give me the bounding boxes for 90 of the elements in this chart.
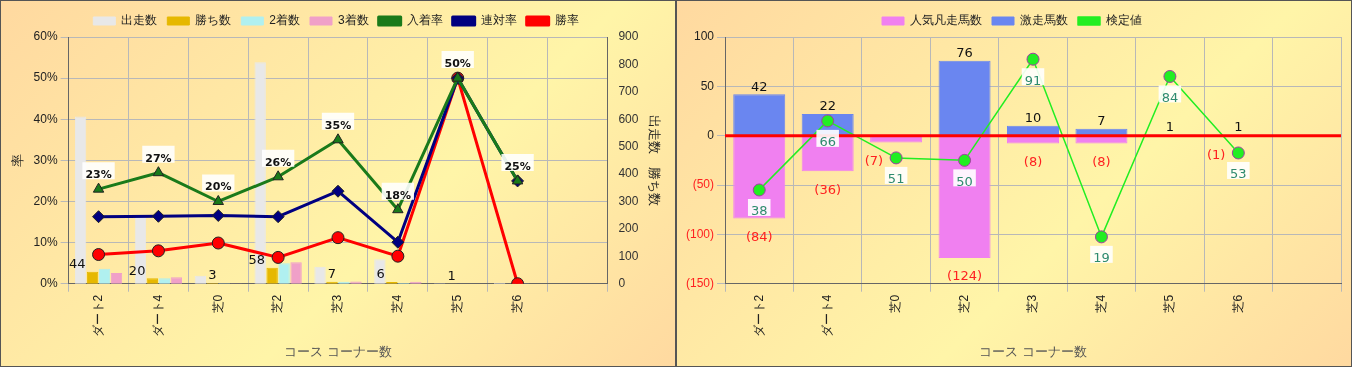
legend-label: 人気凡走馬数 — [910, 13, 982, 28]
data-label: 53 — [1230, 166, 1247, 182]
y2-tick-label: 300 — [618, 193, 639, 208]
legend-label: 検定値 — [1106, 13, 1142, 28]
x-tick-label: 芝0 — [888, 294, 903, 314]
data-label: 1 — [447, 267, 456, 283]
x-axis-title: コース コーナー数 — [284, 343, 392, 359]
legend-label: 勝ち数 — [195, 13, 232, 28]
x-tick-label: ダート2 — [751, 294, 766, 338]
x-tick-label: 芝0 — [210, 294, 225, 314]
y-tick-label: (50) — [692, 177, 715, 192]
x-tick-label: 芝5 — [450, 294, 465, 314]
y-tick-label: (100) — [686, 226, 715, 241]
x-tick-label: 芝5 — [1162, 294, 1177, 314]
y2-tick-label: 400 — [618, 166, 639, 181]
y2-tick-label: 800 — [618, 56, 639, 71]
y-tick-label: 100 — [693, 29, 715, 44]
data-label: 20% — [205, 180, 232, 194]
y-axis-title: 率 — [10, 153, 26, 167]
y-tick-label: 60% — [33, 29, 58, 44]
data-label: 3 — [208, 267, 217, 283]
legend-label: 3着数 — [338, 13, 369, 28]
x-tick-label: ダート2 — [90, 294, 105, 338]
legend-label: 激走馬数 — [1020, 13, 1068, 28]
x-tick-label: 芝3 — [330, 294, 345, 314]
y2-tick-label: 100 — [618, 248, 639, 263]
y2-axis-title: 出走数 勝ち数 — [646, 114, 662, 206]
legend-label: 入着率 — [406, 13, 443, 28]
y-tick-label: 20% — [33, 193, 58, 208]
x-tick-label: 芝3 — [1025, 294, 1040, 314]
data-label: 38 — [750, 203, 768, 219]
legend-label: 2着数 — [269, 13, 301, 28]
data-label: 58 — [248, 252, 266, 268]
legend-label: 連対率 — [480, 13, 517, 28]
x-tick-label: 芝2 — [956, 294, 971, 314]
data-label: 76 — [956, 45, 973, 61]
y-tick-label: 30% — [33, 152, 58, 167]
y-tick-label: 0 — [707, 128, 715, 142]
x-tick-label: 芝4 — [1093, 294, 1108, 314]
y-tick-label: 50 — [700, 78, 715, 93]
y-tick-label: 10% — [33, 234, 58, 249]
data-label: 35% — [324, 118, 352, 132]
y2-tick-label: 200 — [618, 221, 639, 236]
x-tick-label: ダート4 — [150, 294, 165, 338]
data-label: (1) — [1206, 147, 1226, 163]
data-label: 6 — [376, 266, 385, 282]
data-label: 25% — [504, 159, 531, 173]
data-label: 26% — [264, 155, 292, 169]
data-label: 1 — [1234, 119, 1243, 135]
data-label: 20 — [128, 262, 146, 278]
data-label: 23% — [85, 168, 112, 182]
data-label: (8) — [1092, 153, 1111, 169]
y2-tick-label: 700 — [618, 84, 639, 99]
data-label: 7 — [1097, 113, 1106, 129]
legend-label: 出走数 — [121, 13, 158, 28]
data-label: 50% — [444, 56, 471, 70]
data-label: 50 — [956, 173, 973, 189]
x-tick-label: 芝6 — [509, 294, 524, 314]
data-label: (84) — [745, 228, 773, 244]
data-label: 7 — [327, 266, 337, 282]
data-label: 44 — [69, 256, 86, 272]
y-tick-label: 50% — [33, 70, 58, 85]
y-tick-label: 40% — [33, 111, 58, 126]
data-label: 66 — [819, 134, 836, 150]
x-axis-title: コース コーナー数 — [979, 343, 1087, 359]
y-tick-label: 0% — [40, 276, 58, 291]
x-tick-label: ダート4 — [819, 294, 834, 338]
legend-label: 勝率 — [554, 13, 579, 28]
data-label: 22 — [819, 98, 836, 114]
data-label: (124) — [947, 268, 983, 284]
data-label: 19 — [1093, 250, 1110, 266]
x-tick-label: 芝4 — [390, 294, 405, 314]
y-tick-label: (150) — [686, 276, 715, 291]
y2-tick-label: 600 — [618, 111, 639, 126]
y2-tick-label: 500 — [618, 138, 639, 153]
data-label: 91 — [1024, 72, 1042, 88]
x-tick-label: 芝6 — [1230, 294, 1245, 314]
data-label: 18% — [384, 188, 412, 202]
data-label: (36) — [814, 181, 842, 197]
data-label: 10 — [1024, 110, 1042, 126]
data-label: (8) — [1023, 153, 1043, 169]
data-label: 42 — [750, 78, 768, 94]
y2-tick-label: 0 — [618, 276, 626, 291]
data-label: 84 — [1161, 89, 1179, 105]
data-label: 1 — [1165, 119, 1175, 135]
x-tick-label: 芝2 — [270, 294, 285, 314]
data-label: (7) — [864, 152, 884, 168]
data-label: 27% — [145, 151, 172, 165]
data-label: 51 — [887, 171, 905, 187]
y2-tick-label: 900 — [618, 29, 639, 44]
